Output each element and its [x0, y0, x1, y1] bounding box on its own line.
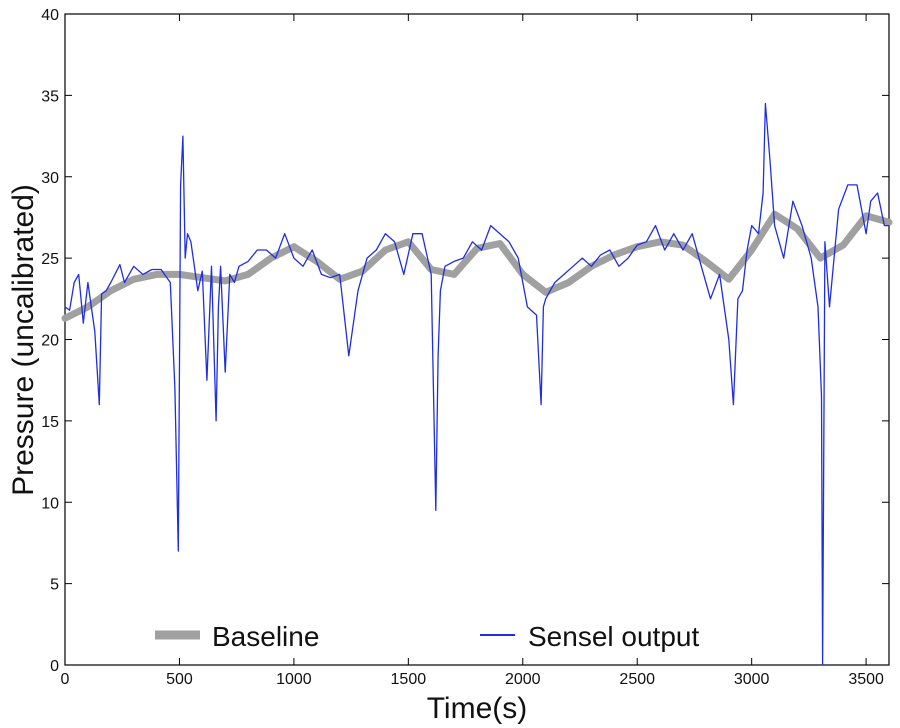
x-tick-label: 3500: [848, 671, 884, 688]
x-tick-label: 1500: [391, 671, 427, 688]
y-tick-label: 20: [41, 333, 59, 350]
y-axis-title: Pressure (uncalibrated): [7, 184, 40, 496]
series-layer: [61, 102, 893, 666]
x-tick-label: 2500: [619, 671, 655, 688]
y-tick-label: 30: [41, 170, 59, 187]
series-line-sensel-output: [64, 102, 890, 666]
legend: Baseline Sensel output: [155, 621, 699, 652]
y-tick-label: 40: [41, 7, 59, 24]
x-tick-label: 500: [166, 671, 193, 688]
x-tick-label: 3000: [734, 671, 770, 688]
legend-label-baseline: Baseline: [212, 621, 319, 652]
ticks-layer: 0 500 1000 1500 2000 2500 3000 3500 0 5 10 15 20 25 30…: [41, 7, 889, 688]
x-tick-label: 0: [61, 671, 70, 688]
y-tick-label: 35: [41, 88, 59, 105]
y-tick-label: 10: [41, 495, 59, 512]
x-tick-label: 2000: [505, 671, 541, 688]
y-tick-label: 15: [41, 414, 59, 431]
x-axis-title: Time(s): [427, 692, 528, 725]
y-tick-label: 5: [50, 577, 59, 594]
series-line-baseline: [61, 210, 893, 322]
y-tick-label: 25: [41, 251, 59, 268]
x-tick-label: 1000: [276, 671, 312, 688]
legend-label-sensel-output: Sensel output: [528, 621, 699, 652]
y-tick-label: 0: [50, 658, 59, 675]
